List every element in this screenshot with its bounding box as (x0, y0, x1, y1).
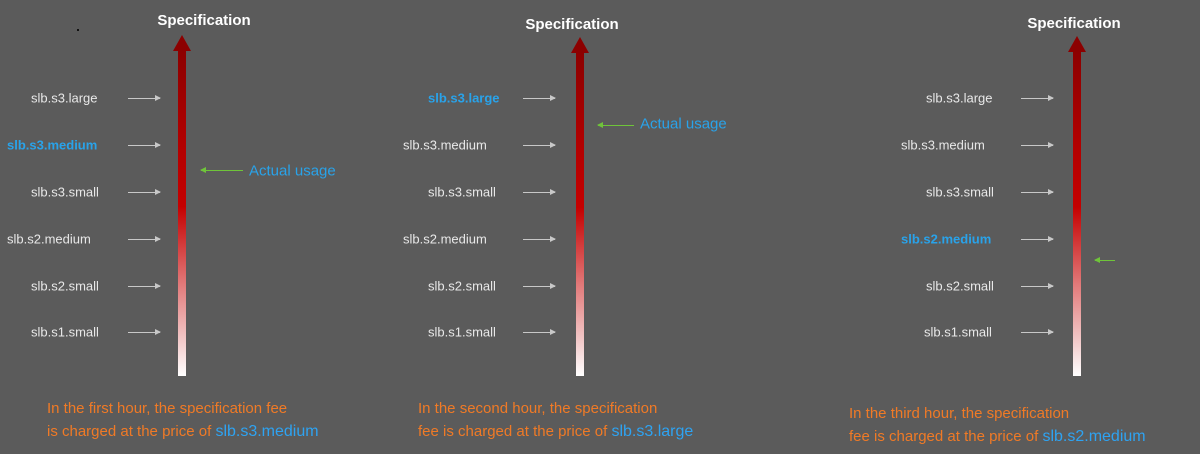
caption-text: fee is charged at the price of (418, 423, 608, 440)
spec-label: slb.s3.medium (901, 137, 985, 153)
spec-label: slb.s1.small (924, 324, 992, 340)
caption-text: is charged at the price of (47, 423, 212, 440)
caption-price: slb.s2.medium (1042, 428, 1146, 445)
panel-title: Specification (1027, 15, 1121, 32)
spec-arrow (1021, 236, 1054, 242)
spec-label: slb.s2.medium (403, 231, 487, 247)
usage-arrow (597, 122, 634, 128)
spec-arrow (523, 95, 556, 101)
spec-label: slb.s1.small (428, 324, 496, 340)
usage-arrow (200, 167, 243, 173)
spec-label: slb.s2.small (428, 278, 496, 294)
bar-arrowhead (571, 37, 589, 53)
panel-title: Specification (157, 12, 251, 29)
spec-label: slb.s3.large (31, 90, 98, 106)
caption-price: slb.s3.large (611, 423, 694, 440)
caption-line: fee is charged at the price of slb.s2.me… (849, 425, 1146, 448)
spec-arrow (128, 329, 161, 335)
spec-label-highlighted: slb.s2.medium (901, 231, 992, 247)
bar-arrowhead (1068, 36, 1086, 52)
caption-line: In the second hour, the specification (418, 400, 658, 417)
caption-line: In the first hour, the specification fee (47, 400, 288, 417)
spec-arrow (523, 189, 556, 195)
spec-arrow (1021, 283, 1054, 289)
spec-arrow (523, 283, 556, 289)
spec-label-highlighted: slb.s3.large (428, 90, 500, 106)
usage-label: Actual usage (640, 115, 727, 133)
spec-label-highlighted: slb.s3.medium (7, 137, 98, 153)
panel-caption: In the second hour, the specification fe… (418, 397, 693, 443)
caption-text: fee is charged at the price of (849, 428, 1039, 445)
usage-arrow (1094, 257, 1115, 263)
spec-label: slb.s3.large (926, 90, 993, 106)
caption-line: fee is charged at the price of slb.s3.la… (418, 420, 693, 443)
panel-title: Specification (525, 16, 619, 33)
spec-label: slb.s3.small (428, 184, 496, 200)
specification-bar (178, 50, 186, 376)
bar-arrowhead (173, 35, 191, 51)
caption-line: is charged at the price of slb.s3.medium (47, 420, 319, 443)
spec-label: slb.s1.small (31, 324, 99, 340)
spec-arrow (1021, 329, 1054, 335)
spec-arrow (1021, 189, 1054, 195)
spec-arrow (523, 329, 556, 335)
specification-bar (1073, 51, 1081, 376)
spec-arrow (1021, 95, 1054, 101)
spec-label: slb.s2.small (31, 278, 99, 294)
spec-label: slb.s3.medium (403, 137, 487, 153)
usage-label: Actual usage (249, 162, 336, 180)
spec-arrow (523, 142, 556, 148)
spec-arrow (128, 236, 161, 242)
spec-arrow (128, 95, 161, 101)
spec-label: slb.s3.small (31, 184, 99, 200)
spec-arrow (128, 189, 161, 195)
spec-arrow (523, 236, 556, 242)
spec-label: slb.s2.small (926, 278, 994, 294)
specification-bar (576, 52, 584, 376)
panel-caption: In the first hour, the specification fee… (47, 397, 319, 443)
caption-price: slb.s3.medium (215, 423, 319, 440)
stray-dot (77, 29, 79, 31)
spec-arrow (1021, 142, 1054, 148)
caption-line: In the third hour, the specification (849, 405, 1070, 422)
panel-caption: In the third hour, the specification fee… (849, 402, 1146, 448)
spec-arrow (128, 283, 161, 289)
spec-label: slb.s3.small (926, 184, 994, 200)
spec-arrow (128, 142, 161, 148)
spec-label: slb.s2.medium (7, 231, 91, 247)
